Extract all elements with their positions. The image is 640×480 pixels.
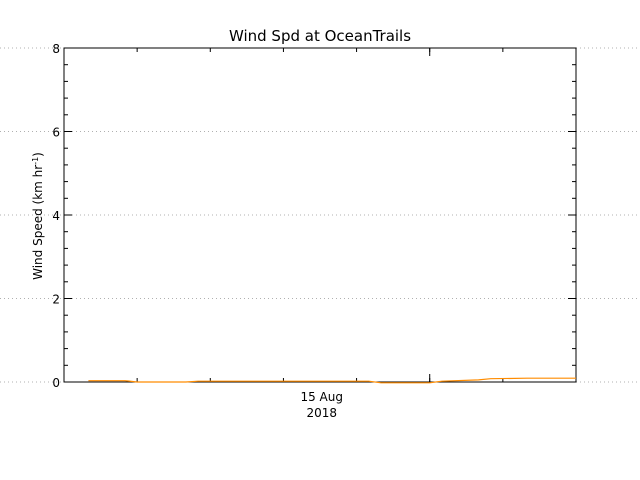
gridlines xyxy=(0,47,640,383)
y-axis-label: Wind Speed (km hr-1) xyxy=(31,152,46,280)
y-tick-label-0: 0 xyxy=(52,376,60,390)
series-layer xyxy=(88,377,576,384)
y-tick-label-4: 4 xyxy=(52,209,60,223)
y-tick-label-2: 2 xyxy=(52,293,60,307)
y-tick-label-8: 8 xyxy=(52,42,60,56)
y-axis-label-main: Wind Speed (km hr xyxy=(31,165,45,280)
chart-title: Wind Spd at OceanTrails xyxy=(229,27,411,45)
y-axis-label-superscript: -1 xyxy=(31,157,40,165)
x-tick-label: 15 Aug xyxy=(300,390,343,404)
series-line-0 xyxy=(88,377,576,384)
y-axis-label-close: ) xyxy=(31,152,45,157)
x-tick-sublabel: 2018 xyxy=(306,406,337,420)
y-axis: 0 2 4 6 8 xyxy=(52,42,576,390)
x-axis: 15 Aug 2018 xyxy=(63,48,577,420)
y-tick-label-6: 6 xyxy=(52,126,60,140)
